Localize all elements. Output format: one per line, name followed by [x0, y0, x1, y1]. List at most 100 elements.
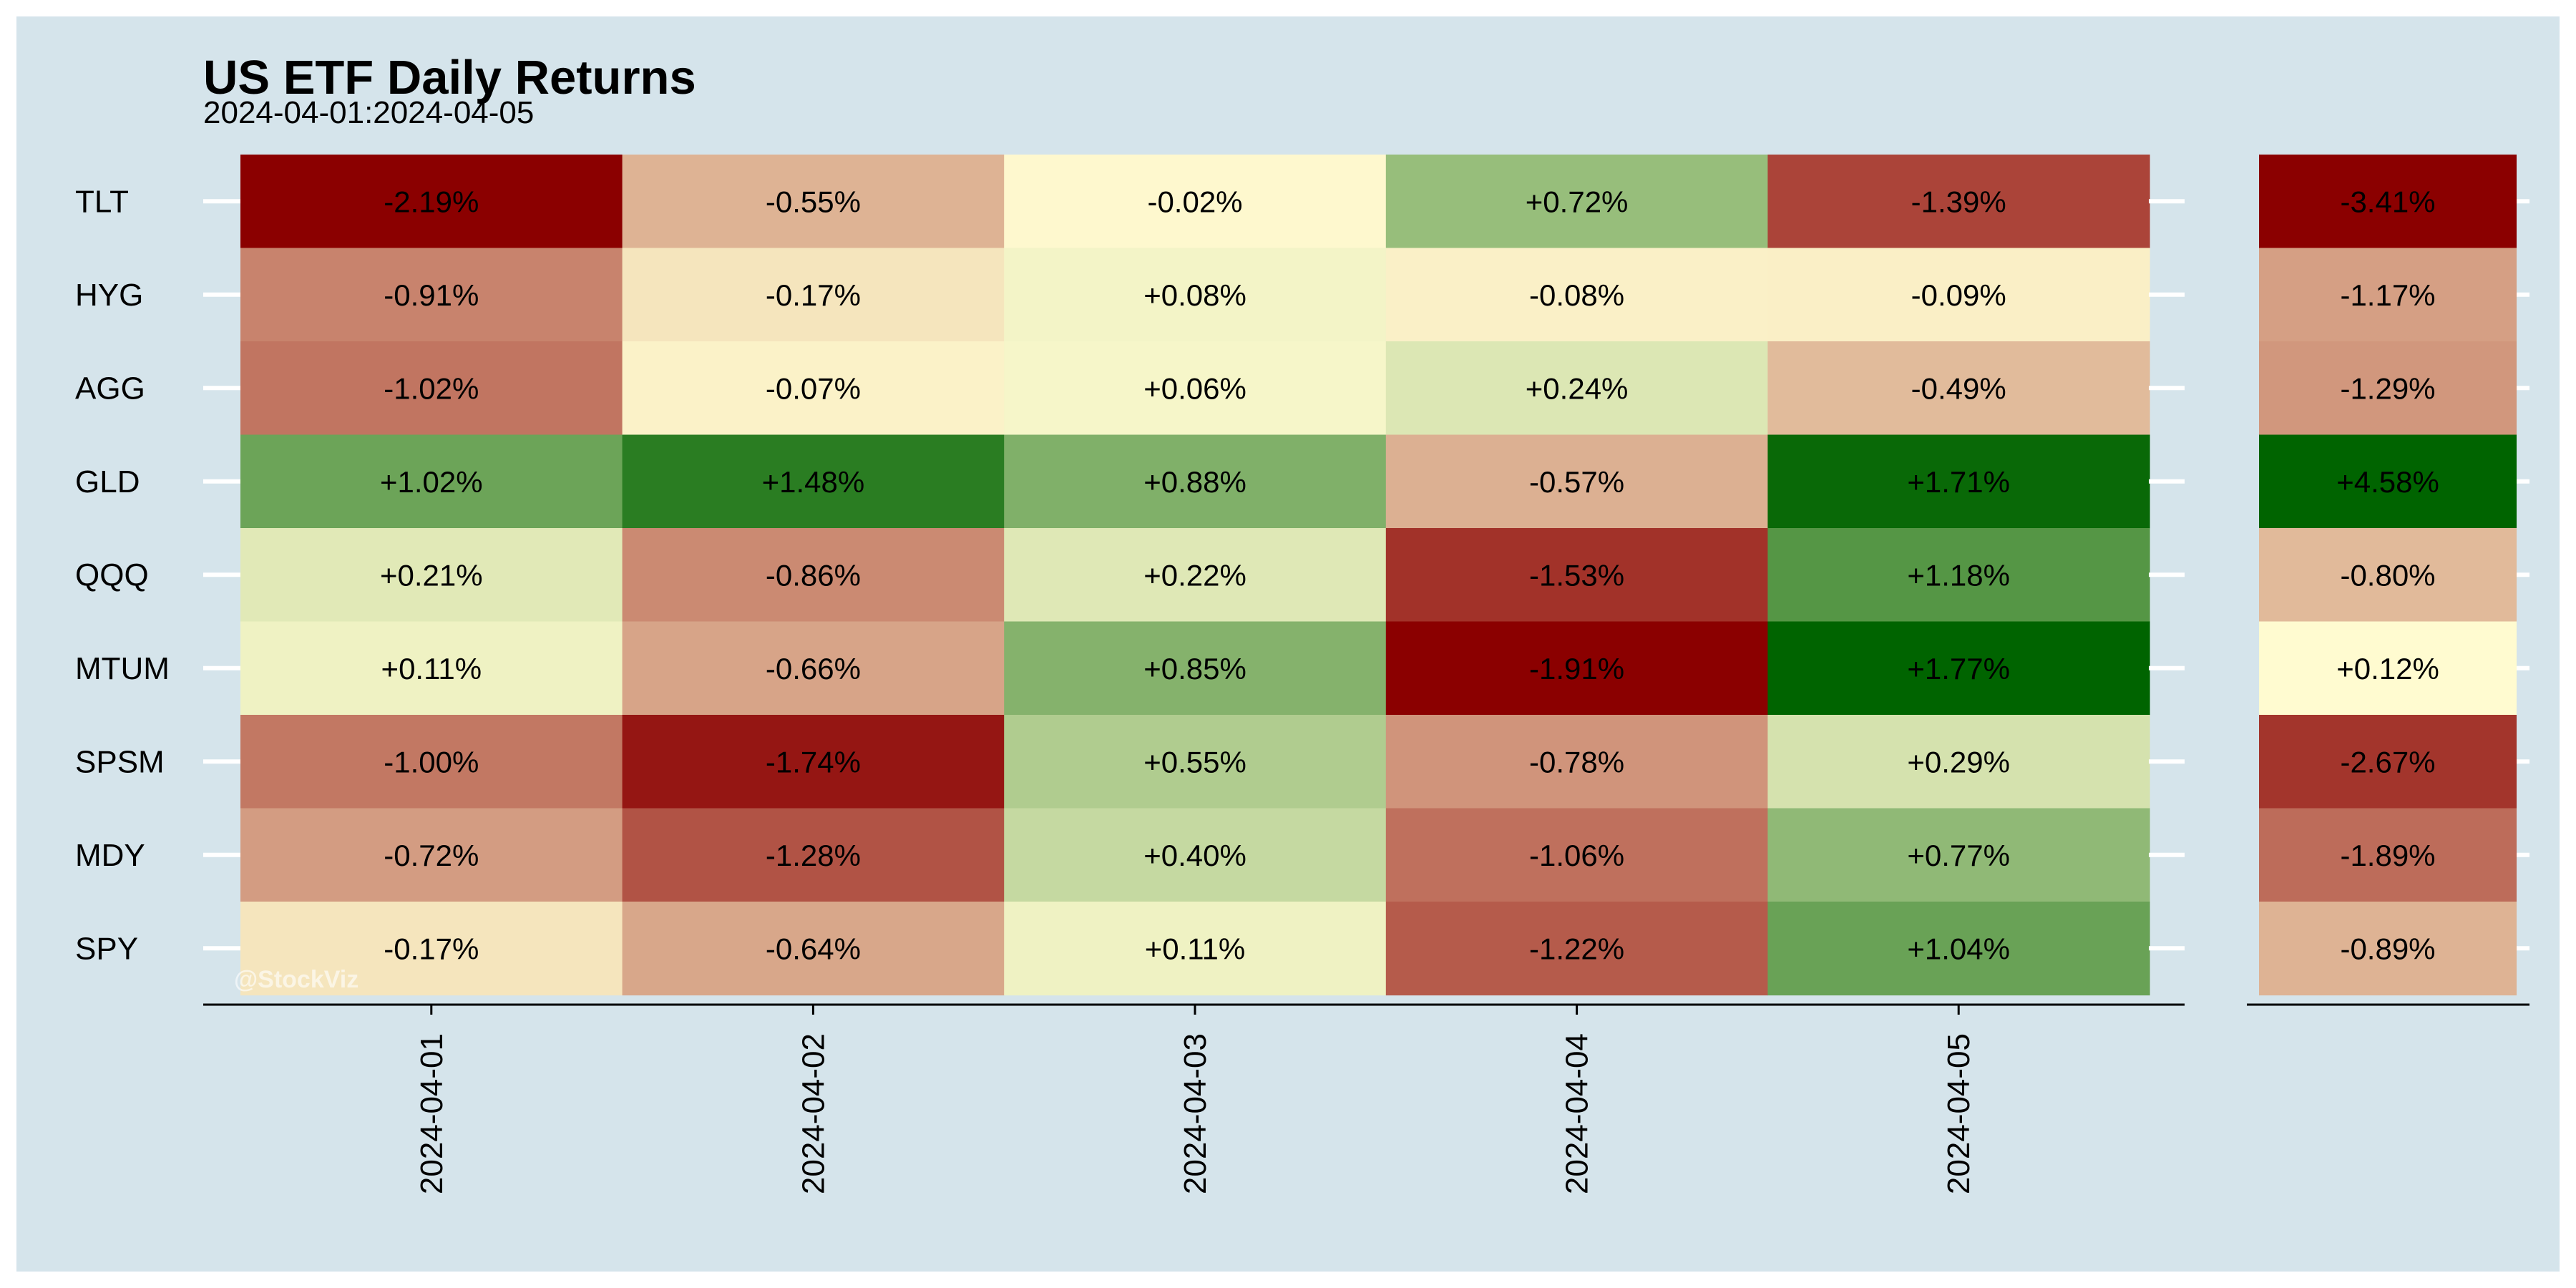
total-cell: [2259, 341, 2517, 436]
x-tick-label: 2024-04-05: [1941, 1033, 1976, 1194]
total-cell: [2259, 248, 2517, 342]
cell-value-label: -0.02%: [1147, 185, 1242, 218]
total-value-label: -0.80%: [2340, 558, 2435, 592]
cell-value-label: -1.00%: [384, 745, 479, 779]
chart-title: US ETF Daily Returns: [203, 51, 696, 104]
heatmap-cell: [1767, 902, 2150, 996]
cell-value-label: -1.39%: [1911, 185, 2006, 218]
heatmap-cell: [1767, 715, 2150, 809]
cell-value-label: -1.02%: [384, 371, 479, 405]
row-label: HYG: [75, 278, 143, 313]
cell-value-label: -0.86%: [766, 558, 861, 592]
heatmap-cell: [240, 248, 623, 342]
cell-value-label: -0.64%: [766, 932, 861, 965]
total-value-label: -2.67%: [2340, 745, 2435, 779]
cell-value-label: -2.19%: [384, 185, 479, 218]
heatmap-cell: [1385, 434, 1768, 529]
cell-value-label: -0.17%: [766, 278, 861, 312]
cell-value-label: -0.78%: [1529, 745, 1624, 779]
heatmap-cell: [1385, 621, 1768, 716]
heatmap-cell: [622, 902, 1005, 996]
heatmap-cell: [240, 902, 623, 996]
total-value-label: -1.29%: [2340, 371, 2435, 405]
x-tick-label: 2024-04-03: [1178, 1033, 1213, 1194]
heatmap-cell: [622, 528, 1005, 623]
heatmap-cell: [1767, 621, 2150, 716]
x-tick-label: 2024-04-01: [414, 1033, 449, 1194]
heatmap-cell: [622, 248, 1005, 342]
heatmap-cell: [1767, 434, 2150, 529]
heatmap-cell: [240, 341, 623, 436]
x-tick-label: 2024-04-04: [1560, 1033, 1595, 1194]
cell-value-label: +1.71%: [1907, 465, 2010, 499]
cell-value-label: +0.11%: [381, 652, 482, 686]
cell-value-label: -1.22%: [1529, 932, 1624, 965]
cell-value-label: +0.55%: [1143, 745, 1246, 779]
x-tick-label: 2024-04-02: [796, 1033, 831, 1194]
heatmap-cell: [1385, 808, 1768, 902]
cell-value-label: +0.08%: [1143, 278, 1246, 312]
heatmap-cell: [622, 434, 1005, 529]
chart-subtitle: 2024-04-01:2024-04-05: [203, 95, 535, 130]
cell-value-label: +1.02%: [380, 465, 483, 499]
heatmap-cell: [1767, 248, 2150, 342]
heatmap-cell: [1004, 528, 1387, 623]
heatmap-cell: [1385, 902, 1768, 996]
cell-value-label: +0.85%: [1143, 652, 1246, 686]
heatmap-cell: [240, 715, 623, 809]
total-value-label: -3.41%: [2340, 185, 2435, 218]
total-cell: [2259, 621, 2517, 716]
cell-value-label: +0.29%: [1907, 745, 2010, 779]
heatmap-cell: [1385, 715, 1768, 809]
cell-value-label: +0.88%: [1143, 465, 1246, 499]
heatmap-cell: [1385, 155, 1768, 249]
cell-value-label: -0.55%: [766, 185, 861, 218]
cell-value-label: +1.04%: [1907, 932, 2010, 965]
heatmap-cell: [622, 155, 1005, 249]
heatmap-cell: [1385, 528, 1768, 623]
heatmap-cell: [1004, 715, 1387, 809]
total-cell: [2259, 808, 2517, 902]
total-value-label: +4.58%: [2336, 465, 2439, 499]
cell-value-label: +1.77%: [1907, 652, 2010, 686]
cell-value-label: -0.91%: [384, 278, 479, 312]
total-value-label: +0.12%: [2336, 652, 2439, 686]
heatmap-cell: [240, 434, 623, 529]
cell-value-label: -0.08%: [1529, 278, 1624, 312]
total-cell: [2259, 715, 2517, 809]
cell-value-label: +0.22%: [1143, 558, 1246, 592]
row-label: TLT: [75, 184, 129, 219]
cell-value-label: -0.09%: [1911, 278, 2006, 312]
row-label: AGG: [75, 371, 145, 406]
heatmap-cell: [240, 155, 623, 249]
cell-value-label: -1.53%: [1529, 558, 1624, 592]
heatmap-cell: [1767, 155, 2150, 249]
row-label: SPSM: [75, 744, 165, 779]
heatmap-cell: [1004, 621, 1387, 716]
cell-value-label: +0.11%: [1145, 932, 1246, 965]
heatmap-cell: [240, 621, 623, 716]
cell-value-label: +1.18%: [1907, 558, 2010, 592]
heatmap-cell: [1004, 808, 1387, 902]
heatmap-cell: [240, 528, 623, 623]
heatmap-cell: [1767, 528, 2150, 623]
cell-value-label: -0.66%: [766, 652, 861, 686]
heatmap-cell: [622, 341, 1005, 436]
total-value-label: -1.89%: [2340, 839, 2435, 872]
cell-value-label: -1.74%: [766, 745, 861, 779]
cell-value-label: -0.07%: [766, 371, 861, 405]
cell-value-label: -0.72%: [384, 839, 479, 872]
heatmap-cell: [240, 808, 623, 902]
total-cell: [2259, 902, 2517, 996]
cell-value-label: +0.40%: [1143, 839, 1246, 872]
total-cell: [2259, 155, 2517, 249]
cell-value-label: -1.28%: [766, 839, 861, 872]
watermark-text: @StockViz: [234, 966, 358, 993]
heatmap-cell: [1004, 155, 1387, 249]
cell-value-label: -1.06%: [1529, 839, 1624, 872]
heatmap-cell: [622, 808, 1005, 902]
cell-value-label: -0.49%: [1911, 371, 2006, 405]
cell-value-label: -1.91%: [1529, 652, 1624, 686]
total-value-label: -0.89%: [2340, 932, 2435, 965]
